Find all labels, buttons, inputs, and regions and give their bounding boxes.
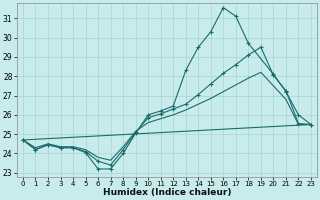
X-axis label: Humidex (Indice chaleur): Humidex (Indice chaleur)	[103, 188, 231, 197]
